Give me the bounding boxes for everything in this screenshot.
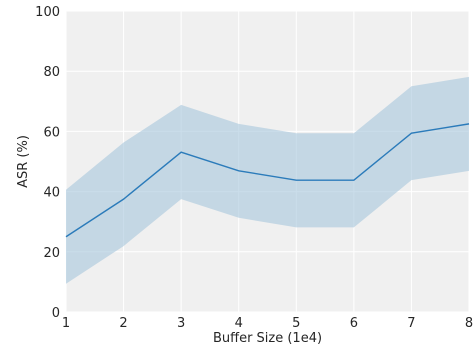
x-tick-label: 8 — [465, 316, 473, 331]
x-tick-label: 7 — [407, 316, 415, 331]
x-tick-label: 5 — [292, 316, 300, 331]
x-tick-label: 4 — [235, 316, 243, 331]
x-axis-ticks: 1 2 3 4 5 6 7 8 — [62, 316, 473, 331]
x-tick-label: 1 — [62, 316, 70, 331]
series-line — [65, 123, 470, 238]
y-axis-label: ASR (%) — [16, 135, 31, 188]
confidence-band — [66, 76, 469, 284]
y-tick-label: 100 — [35, 5, 60, 20]
x-axis-label: Buffer Size (1e4) — [213, 331, 322, 346]
y-tick-label: 60 — [43, 125, 60, 140]
y-tick-label: 20 — [43, 246, 60, 261]
x-tick-label: 3 — [177, 316, 185, 331]
x-tick-label: 2 — [119, 316, 127, 331]
y-tick-label: 40 — [43, 186, 60, 201]
y-axis-ticks: 0 20 40 60 80 100 — [35, 5, 60, 321]
y-tick-label: 80 — [43, 65, 60, 80]
x-tick-label: 6 — [350, 316, 358, 331]
y-tick-label: 0 — [52, 306, 60, 321]
